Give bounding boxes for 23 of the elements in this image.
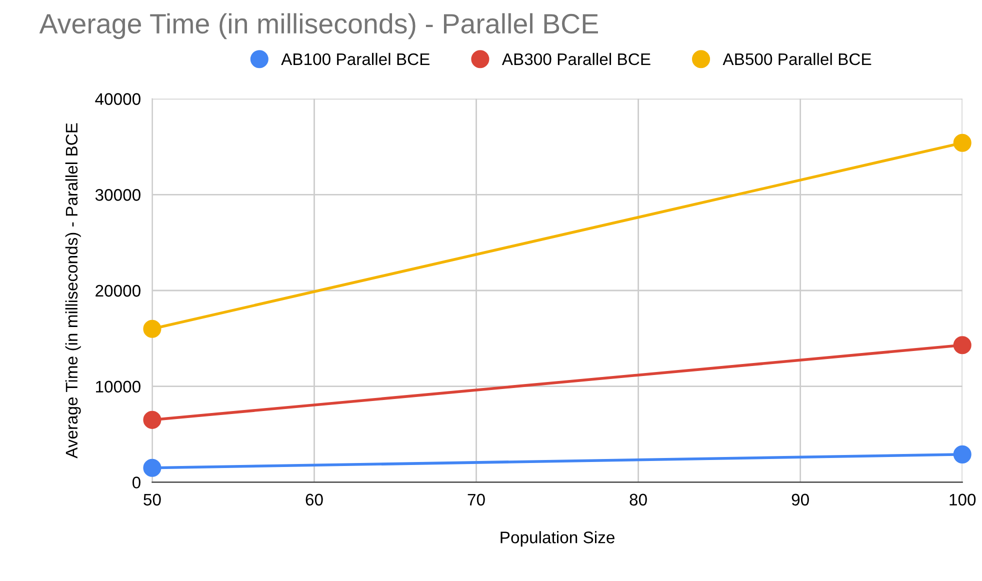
y-tick-label: 0 — [132, 476, 140, 488]
point — [143, 320, 162, 338]
y-tick-label: 20000 — [96, 284, 140, 297]
point — [953, 445, 972, 464]
legend-label: AB100 Parallel BCE — [281, 52, 430, 66]
point — [143, 458, 162, 477]
x-tick-label: 50 — [144, 494, 161, 506]
point — [953, 134, 972, 152]
y-tick-label: 30000 — [95, 189, 140, 201]
chart-title: Average Time (in milliseconds) - Parallel BCE — [39, 13, 598, 40]
y-tick-label: 10000 — [96, 380, 140, 393]
x-axis-title: Population Size — [500, 531, 614, 547]
point — [953, 336, 972, 354]
x-tick-label: 60 — [306, 494, 323, 506]
x-tick-label: 90 — [792, 494, 809, 506]
y-axis-title: Average Time (in milliseconds) - Parallel BCE — [65, 123, 81, 458]
x-tick-label: 70 — [468, 494, 485, 506]
point — [143, 410, 162, 429]
y-tick-label: 40000 — [95, 93, 140, 105]
x-tick-label: 100 — [950, 494, 976, 506]
legend-label: AB500 Parallel BCE — [722, 52, 872, 66]
legend-label: AB300 Parallel BCE — [502, 52, 650, 66]
x-tick-label: 80 — [630, 494, 647, 506]
